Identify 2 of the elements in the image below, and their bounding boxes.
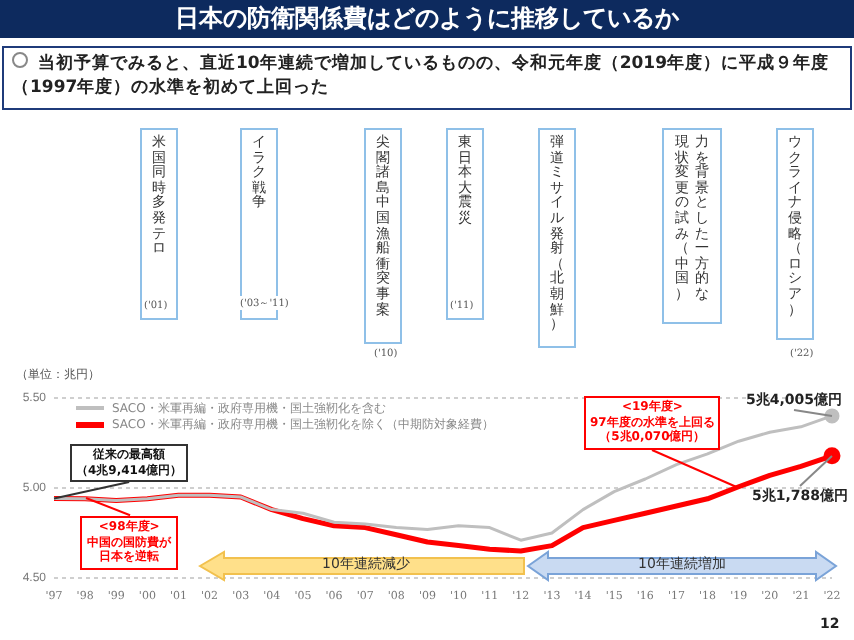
chart-subtitle: 当初予算でみると、直近10年連続で増加しているものの、令和元年度（2019年度）に平成９年度（1997年度）の水準を初めて上回った (12, 54, 829, 98)
chart-title: 日本の防衛関係費はどのように推移しているか (0, 0, 854, 38)
